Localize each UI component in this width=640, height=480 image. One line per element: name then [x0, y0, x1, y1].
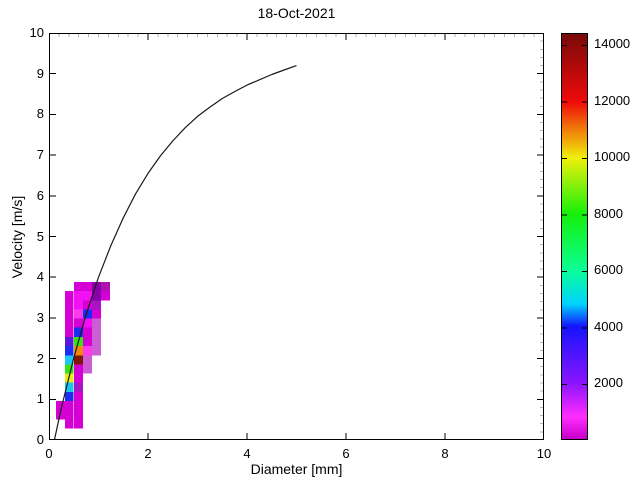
heatmap-cell — [83, 318, 93, 328]
heatmap-cell — [73, 392, 84, 401]
heatmap-cell — [73, 355, 84, 365]
heatmap-cell — [83, 364, 93, 374]
colorbar-tick-label: 14000 — [594, 36, 631, 52]
plot-border — [49, 33, 544, 440]
heatmap-cell — [83, 309, 93, 319]
heatmap-cell — [83, 337, 93, 346]
y-tick-label: 4 — [36, 269, 44, 285]
heatmap-cell — [73, 318, 84, 328]
colorbar-tick-label: 2000 — [594, 375, 623, 391]
y-tick-label: 9 — [36, 65, 44, 81]
heatmap-cell — [73, 300, 84, 310]
y-tick-label: 8 — [36, 106, 44, 122]
colorbar-ticks — [562, 44, 587, 385]
heatmap-cell — [64, 318, 74, 328]
heatmap-cell — [92, 337, 101, 346]
heatmap-cell — [73, 419, 84, 429]
heatmap-cell — [73, 400, 84, 411]
chart-title: 18-Oct-2021 — [257, 5, 336, 21]
colorbar-tick-label: 4000 — [594, 318, 623, 334]
heatmap-cell — [73, 282, 84, 292]
x-axis-label: Diameter [mm] — [250, 461, 343, 477]
heatmap-cell — [73, 382, 84, 392]
heatmap-cell — [64, 337, 74, 346]
plot-area — [48, 32, 545, 441]
heatmap-cell — [83, 300, 93, 310]
heatmap-cell — [83, 291, 93, 301]
y-tick-label: 6 — [36, 187, 44, 203]
heatmap-cell — [64, 392, 74, 401]
heatmap-cell — [73, 364, 84, 374]
y-tick-label: 7 — [36, 147, 44, 163]
x-tick-label: 0 — [45, 446, 53, 461]
heatmap-cell — [101, 291, 110, 301]
heatmap-cell — [64, 291, 74, 301]
heatmap-cell — [64, 364, 74, 374]
heatmap-cell — [92, 309, 101, 319]
heatmap-cell — [64, 327, 74, 338]
x-tick-label: 4 — [243, 446, 251, 461]
heatmap-cell — [83, 327, 93, 338]
heatmap-cell — [64, 410, 74, 420]
heatmap-cell — [55, 400, 65, 411]
colorbar-tick-label: 10000 — [594, 149, 631, 165]
heatmap-cell — [73, 346, 84, 356]
heatmap-cell — [92, 291, 101, 301]
y-tick-label: 2 — [36, 350, 44, 366]
heatmap-cell — [64, 309, 74, 319]
colorbar-tick-label: 12000 — [594, 92, 631, 108]
y-tick-label: 0 — [36, 432, 44, 447]
heatmap-cell — [64, 400, 74, 411]
heatmap-cell — [73, 291, 84, 301]
heatmap-cell — [92, 300, 101, 310]
y-tick-label: 3 — [36, 309, 44, 325]
x-tick-label: 6 — [342, 446, 350, 461]
heatmap-cell — [73, 373, 84, 383]
y-tick-label: 5 — [36, 228, 44, 244]
y-tick-label: 10 — [29, 25, 44, 40]
heatmap-cell — [92, 346, 101, 356]
heatmap-cell — [92, 318, 101, 328]
x-tick-label: 10 — [536, 446, 552, 461]
heatmap-cell — [83, 346, 93, 356]
heatmap-cell — [64, 419, 74, 429]
heatmap-cell — [73, 327, 84, 338]
heatmap-cells — [55, 282, 110, 429]
heatmap-cell — [83, 355, 93, 365]
y-tick-label: 1 — [36, 391, 44, 407]
colorbar-tick-label: 6000 — [594, 262, 623, 278]
x-tick-label: 2 — [144, 446, 152, 461]
heatmap-cell — [73, 410, 84, 420]
heatmap-cell — [101, 282, 110, 292]
minor-ticks — [58, 34, 543, 433]
colorbar-gradient — [561, 33, 588, 440]
heatmap-cell — [92, 282, 101, 292]
heatmap-cell — [64, 346, 74, 356]
heatmap-cell — [64, 300, 74, 310]
x-tick-label: 8 — [441, 446, 449, 461]
heatmap-cell — [83, 282, 93, 292]
colorbar-tick-label: 8000 — [594, 205, 623, 221]
heatmap-cell — [64, 355, 74, 365]
heatmap-cell — [73, 309, 84, 319]
terminal-velocity-curve — [53, 65, 297, 441]
major-ticks — [48, 32, 545, 441]
heatmap-cell — [64, 382, 74, 392]
heatmap-cell — [92, 327, 101, 338]
